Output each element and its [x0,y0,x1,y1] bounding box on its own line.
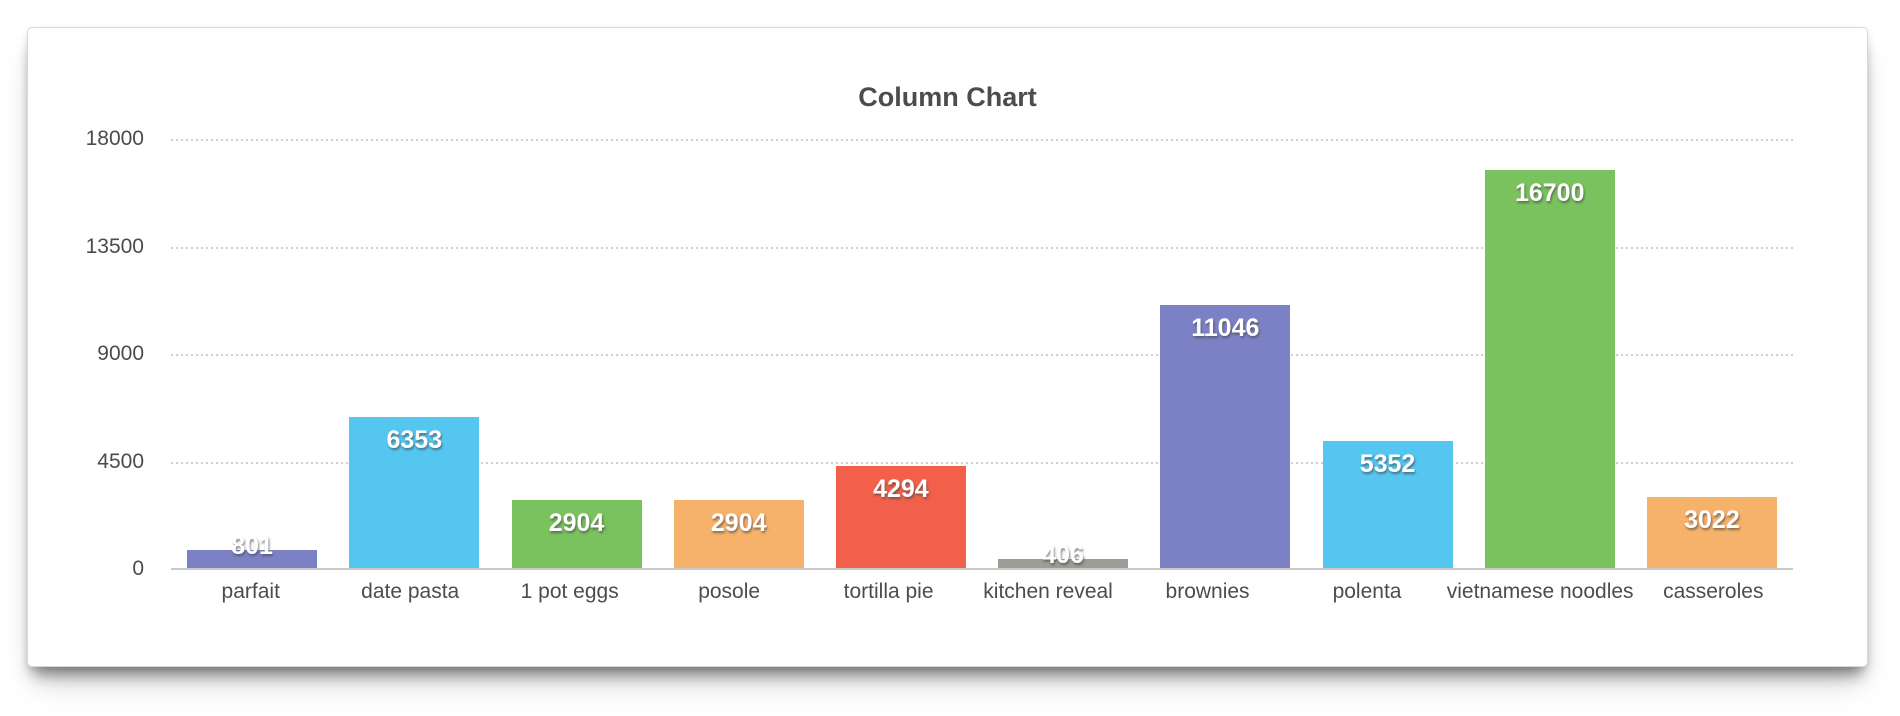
gridline-y-4500 [171,461,1793,464]
bar-value-label: 6353 [386,426,443,455]
y-axis: 18000 13500 9000 4500 0 [28,127,144,580]
bar-value-label: 11046 [1191,314,1260,343]
x-axis-label-kitchen-reveal: kitchen reveal [983,580,1113,603]
y-axis-tick-label: 4500 [97,449,144,473]
x-axis-label-casseroles: casseroles [1663,580,1764,603]
bar-slot-parfait: 801 [171,139,333,569]
x-axis-label-date-pasta: date pasta [361,580,460,603]
bars-row: 801 6353 2904 2904 4294 406 11046 5352 16700 3022 [171,139,1793,569]
bar-posole: 2904 [673,499,804,569]
bar-slot-1-pot-eggs: 2904 [495,139,657,569]
x-axis-label-vietnamese-noodles: vietnamese noodles [1446,580,1634,603]
bar-slot-polenta: 5352 [1306,139,1468,569]
y-axis-tick-label: 13500 [85,234,144,258]
x-axis: parfait date pasta 1 pot eggs posole tortill… [171,580,1793,604]
bar-value-label: 4294 [873,475,929,504]
bar-casseroles: 3022 [1646,496,1777,569]
bar-tortilla-pie: 4294 [835,466,966,569]
bar-value-label: 801 [231,531,273,560]
bar-value-label: 5352 [1359,450,1416,479]
bar-value-label: 2904 [710,508,767,537]
chart-title: Column Chart [858,82,1037,112]
bar-vietnamese-noodles: 16700 [1484,170,1615,569]
x-axis-label-posole: posole [698,580,761,603]
bar-value-label: 2904 [548,508,605,537]
bar-value-label: 3022 [1684,505,1740,534]
bar-slot-kitchen-reveal: 406 [982,139,1144,569]
x-axis-label-1-pot-eggs: 1 pot eggs [520,580,619,603]
x-axis-label-parfait: parfait [221,580,280,603]
x-axis-line [171,568,1793,570]
plot-area: 801 6353 2904 2904 4294 406 11046 5352 16700 3022 [171,139,1793,570]
bar-slot-tortilla-pie: 4294 [820,139,982,569]
gridline-y-13500 [171,246,1793,249]
bar-polenta: 5352 [1322,441,1453,569]
y-axis-tick-label: 18000 [85,127,144,150]
bar-slot-casseroles: 3022 [1631,139,1793,569]
gridline-y-18000 [171,139,1793,141]
bar-brownies: 11046 [1160,305,1291,569]
bar-date-pasta: 6353 [349,417,480,569]
x-axis-label-tortilla-pie: tortilla pie [843,580,934,603]
chart-card: Column Chart 18000 13500 9000 4500 0 801 6353… [27,27,1868,667]
gridline-y-9000 [171,354,1793,356]
bar-parfait: 801 [187,532,318,569]
y-axis-tick-label: 0 [132,557,144,580]
y-axis-tick-label: 9000 [97,342,144,365]
x-axis-label-polenta: polenta [1332,580,1402,603]
bar-slot-brownies: 11046 [1144,139,1306,569]
bar-value-label: 406 [1042,541,1084,570]
bar-slot-posole: 2904 [658,139,820,569]
bar-1-pot-eggs: 2904 [511,499,642,569]
x-axis-label-brownies: brownies [1165,580,1250,603]
bar-slot-date-pasta: 6353 [333,139,495,569]
bar-slot-vietnamese-noodles: 16700 [1469,139,1631,569]
bar-kitchen-reveal: 406 [998,541,1129,569]
bar-value-label: 16700 [1514,179,1585,208]
